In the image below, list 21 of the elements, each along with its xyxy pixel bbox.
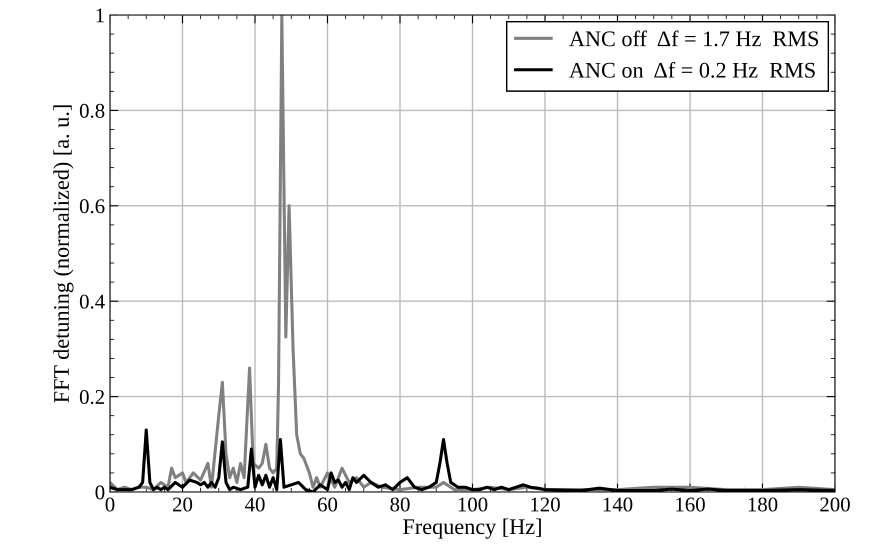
x-tick-label: 180 xyxy=(748,497,778,512)
x-tick-label: 40 xyxy=(244,497,265,512)
x-tick-label: 160 xyxy=(676,497,705,512)
y-axis-title: FFT detuning (normalized) [a. u.] xyxy=(53,105,74,403)
x-tick-label: 60 xyxy=(318,497,338,512)
y-tick-label: 0.6 xyxy=(80,199,105,214)
y-tick-label: 1 xyxy=(96,8,104,22)
legend-label: ANC on Δf = 0.2 Hz RMS xyxy=(569,62,815,78)
legend-label: ANC off Δf = 1.7 Hz RMS xyxy=(569,30,818,46)
x-tick-label: 80 xyxy=(390,497,410,512)
x-tick-label: 200 xyxy=(820,497,850,512)
x-tick-label: 20 xyxy=(173,497,192,512)
y-tick-label: 0 xyxy=(96,485,104,500)
x-tick-label: 120 xyxy=(531,497,560,512)
y-tick-label: 0.8 xyxy=(80,104,104,118)
y-tick-label: 0.4 xyxy=(80,294,105,309)
x-tick-label: 0 xyxy=(106,497,114,512)
x-tick-label: 100 xyxy=(458,497,488,512)
x-axis-title: Frequency [Hz] xyxy=(403,518,541,539)
y-tick-label: 0.2 xyxy=(80,390,104,404)
x-tick-label: 140 xyxy=(604,497,632,512)
